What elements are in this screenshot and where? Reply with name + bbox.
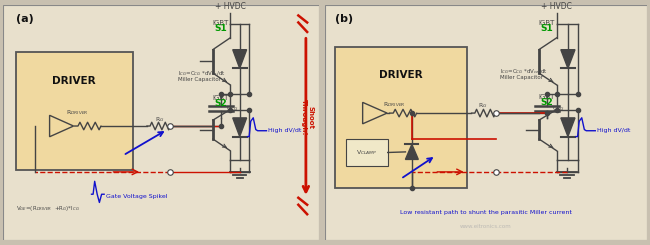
Polygon shape <box>233 118 246 136</box>
Text: S2: S2 <box>214 99 227 108</box>
Text: (a): (a) <box>16 14 34 24</box>
Polygon shape <box>406 144 419 159</box>
Polygon shape <box>561 50 575 68</box>
Text: R$_G$: R$_G$ <box>155 115 164 124</box>
Text: IGBT: IGBT <box>213 95 229 101</box>
FancyBboxPatch shape <box>3 5 318 240</box>
Text: C$_{CG}$: C$_{CG}$ <box>552 104 564 113</box>
Text: S1: S1 <box>541 24 553 33</box>
Text: R$_{DRIVER}$: R$_{DRIVER}$ <box>66 108 88 117</box>
Text: (b): (b) <box>335 14 353 24</box>
Text: Miller Capacitor: Miller Capacitor <box>178 77 221 82</box>
FancyBboxPatch shape <box>346 139 388 166</box>
Text: Shoot
Through!: Shoot Through! <box>301 99 314 136</box>
Text: I$_{CG}$=C$_{CG}$ *dV$_{ce}$/dt: I$_{CG}$=C$_{CG}$ *dV$_{ce}$/dt <box>500 67 548 76</box>
Text: I$_{CG}$=C$_{CG}$ *dV$_{ce}$/dt: I$_{CG}$=C$_{CG}$ *dV$_{ce}$/dt <box>178 70 226 78</box>
Text: DRIVER: DRIVER <box>379 71 422 80</box>
Text: High dV/dt: High dV/dt <box>268 128 302 133</box>
Text: IGBT: IGBT <box>539 20 555 26</box>
Text: Miller Capacitor: Miller Capacitor <box>500 75 543 80</box>
Text: + HVDC: + HVDC <box>541 2 572 11</box>
Text: R$_G$: R$_G$ <box>478 101 488 110</box>
Text: IGBT: IGBT <box>213 20 229 26</box>
Text: www.eitronics.com: www.eitronics.com <box>460 224 512 229</box>
FancyBboxPatch shape <box>16 52 133 170</box>
FancyBboxPatch shape <box>325 5 647 240</box>
Text: Gate Voltage Spikel: Gate Voltage Spikel <box>106 194 167 199</box>
Polygon shape <box>561 118 575 136</box>
Text: Low resistant path to shunt the parasitic Miller current: Low resistant path to shunt the parasiti… <box>400 210 572 215</box>
Polygon shape <box>233 50 246 68</box>
Text: High dV/dt: High dV/dt <box>597 128 630 133</box>
FancyBboxPatch shape <box>335 47 467 188</box>
Text: IGBT: IGBT <box>539 94 555 100</box>
Text: S2: S2 <box>541 98 553 107</box>
Text: DRIVER: DRIVER <box>53 76 96 86</box>
Text: S1: S1 <box>214 24 227 33</box>
Text: R$_{DRIVER}$: R$_{DRIVER}$ <box>383 100 406 109</box>
Text: V$_{CLAMP}$: V$_{CLAMP}$ <box>356 148 378 157</box>
Text: V$_{GE}$=(R$_{DRIVER}$  +R$_G$)*I$_{CG}$: V$_{GE}$=(R$_{DRIVER}$ +R$_G$)*I$_{CG}$ <box>16 204 80 212</box>
Text: + HVDC: + HVDC <box>214 2 246 11</box>
Text: C$_{CG}$: C$_{CG}$ <box>226 104 238 113</box>
